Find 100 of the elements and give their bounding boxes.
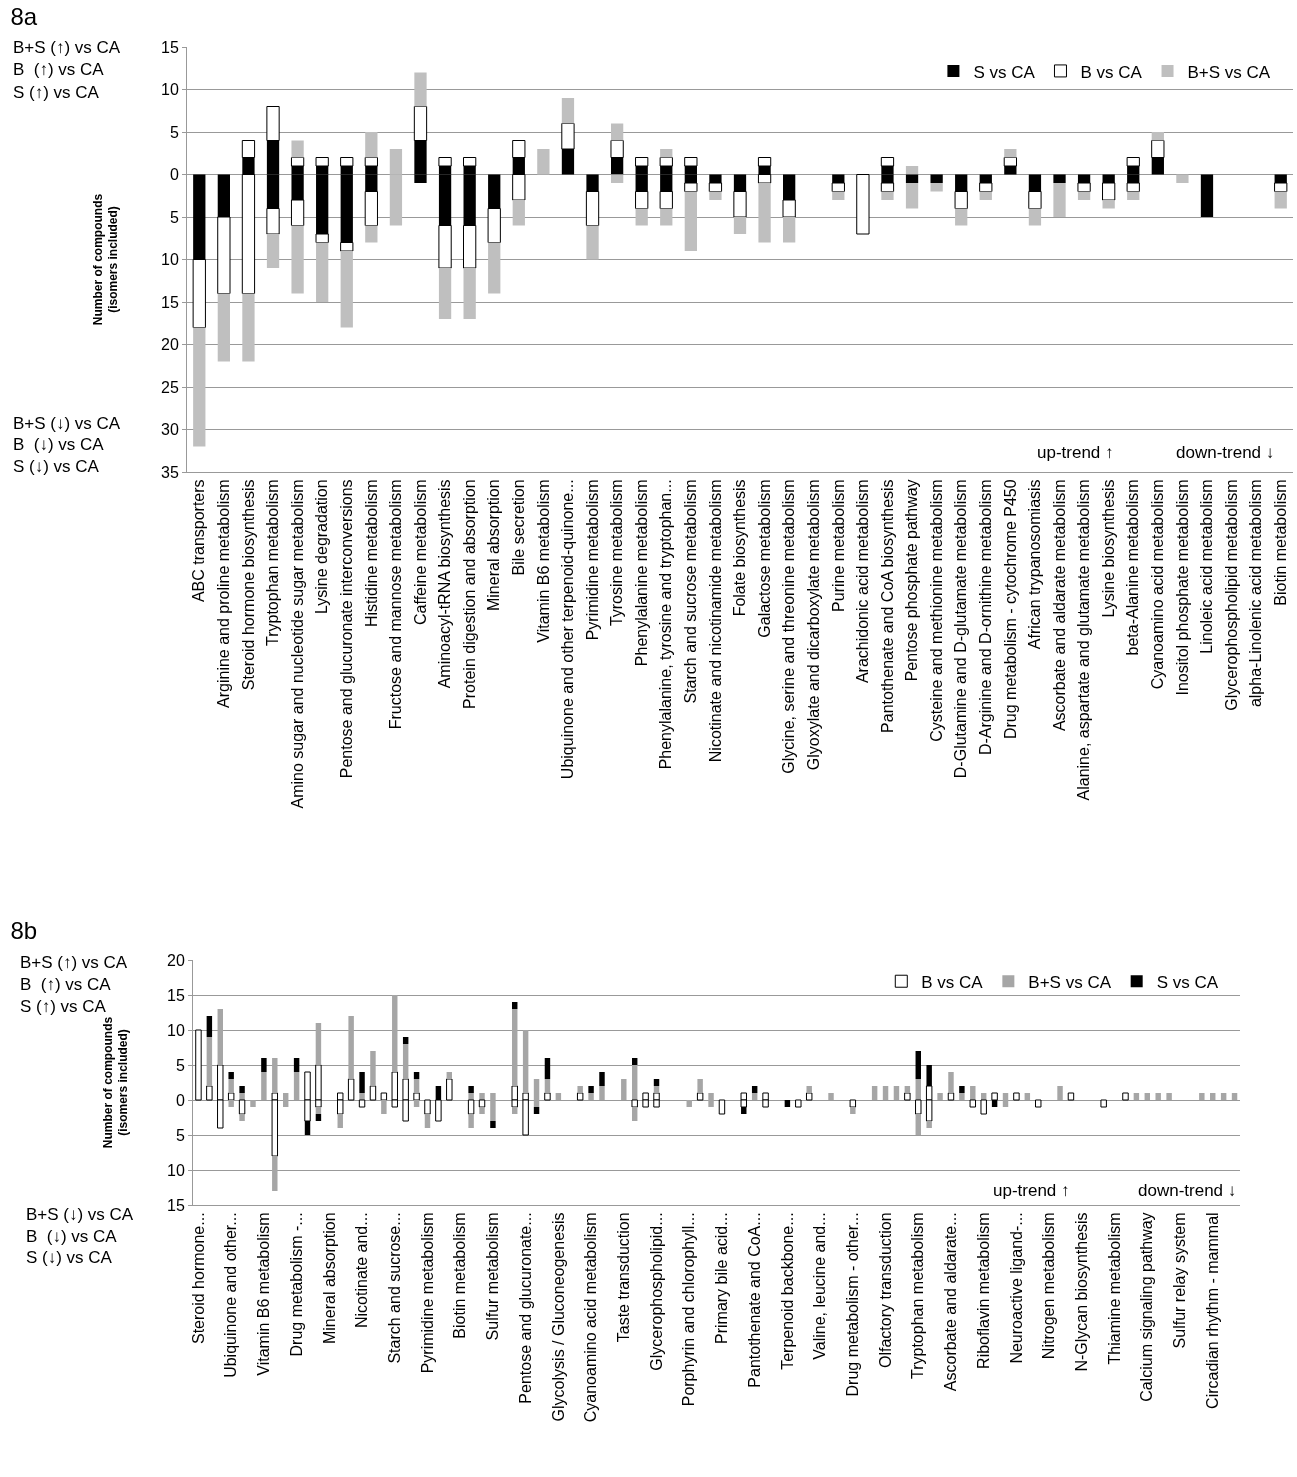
x-tick-label: D-Glutamine and D-glutamate metabolism	[952, 479, 970, 779]
x-tick-label: Pentose and glucuronate interconversions	[337, 479, 355, 779]
bar	[348, 1016, 354, 1079]
bar	[576, 1092, 584, 1101]
x-tick-label: Drug metabolism -...	[287, 1212, 305, 1357]
bar	[969, 1099, 977, 1108]
x-tick-label: Neuroactive ligand-...	[1007, 1212, 1025, 1364]
bar	[635, 208, 648, 226]
bar	[522, 1030, 529, 1093]
bar	[588, 1093, 594, 1100]
bar	[1122, 1092, 1129, 1101]
bar	[266, 234, 280, 268]
x-tick-label: Sulfur relay system	[1171, 1212, 1189, 1349]
bar	[380, 1092, 388, 1101]
bar	[948, 1072, 954, 1093]
bar	[315, 1107, 322, 1114]
bar	[904, 1086, 911, 1093]
bar	[1199, 1093, 1205, 1100]
bar	[751, 1086, 758, 1093]
bar	[228, 1072, 234, 1079]
bar	[980, 1099, 987, 1115]
y-tick-label: 10	[167, 1161, 185, 1179]
text: S (↓) vs CA	[13, 457, 100, 476]
bar	[316, 242, 329, 302]
bar	[358, 1099, 366, 1108]
bar	[588, 1086, 594, 1093]
x-tick-label: Alanine, aspartate and glutamate metabolism	[1075, 479, 1093, 801]
x-tick-label: Ascorbate and aldarate metabolism	[1050, 479, 1068, 732]
x-tick-label: Taste transduction	[615, 1212, 632, 1343]
y-tick-label: 15	[161, 293, 179, 311]
x-tick-label: Steroid hormone...	[189, 1212, 207, 1345]
x-tick-label: Primary bile acid...	[713, 1212, 731, 1344]
y-tick-label: 10	[167, 1021, 185, 1039]
bar	[369, 1085, 377, 1101]
bar	[784, 1100, 791, 1107]
bar	[805, 1092, 813, 1101]
bar	[261, 1072, 267, 1100]
bar	[347, 1078, 355, 1101]
bar	[959, 1086, 965, 1093]
bar	[947, 1092, 955, 1101]
bar	[512, 1009, 518, 1086]
bar	[392, 995, 398, 1072]
bar	[424, 1099, 431, 1115]
bar	[488, 242, 501, 294]
x-tick-label: Vitamin B6 metabolism	[534, 479, 552, 643]
x-tick-label: African trypanosomiasis	[1026, 479, 1044, 650]
y-tick-label: 15	[161, 38, 179, 56]
y-tick-label: 25	[161, 378, 179, 396]
text: B+S (↑) vs CA	[13, 38, 121, 57]
bar	[1133, 1093, 1140, 1100]
bar	[242, 293, 255, 362]
bar	[1102, 200, 1115, 209]
x-tick-label: D-Arginine and D-ornithine metabolism	[976, 479, 994, 756]
bar	[272, 1156, 278, 1191]
x-tick-label: Lysine degradation	[313, 479, 331, 615]
y-tick-label: 0	[169, 166, 179, 184]
y-tick-label: 5	[169, 208, 179, 226]
x-tick-label: Tryptophan metabolism	[909, 1212, 927, 1379]
bar	[881, 191, 894, 200]
bar	[610, 174, 624, 183]
bar	[795, 1099, 802, 1108]
bar	[413, 1100, 420, 1107]
x-tick-label: Biotin metabolism	[1271, 479, 1289, 606]
bar	[718, 1099, 726, 1115]
bar	[193, 327, 206, 447]
bar	[905, 166, 919, 175]
legend-label: B vs CA	[1080, 62, 1143, 82]
bar	[631, 1107, 638, 1121]
y-tick-label: 30	[161, 421, 179, 439]
x-tick-label: Starch and sucrose metabolism	[682, 479, 700, 704]
bar	[479, 1093, 485, 1100]
x-tick-label: Porphyrin and chlorophyll...	[680, 1212, 698, 1407]
x-tick-label: Pyrimidine metabolism	[583, 479, 601, 641]
x-tick-label: Purine metabolism	[829, 479, 847, 612]
annotation: up-trend ↑	[1037, 443, 1114, 462]
bar	[381, 1100, 387, 1114]
bar	[315, 1114, 322, 1121]
bar	[561, 98, 575, 124]
x-tick-label: Ascorbate and aldarate...	[942, 1212, 960, 1392]
bar	[261, 1058, 267, 1072]
text: S (↓) vs CA	[26, 1248, 113, 1267]
x-tick-label: Pentose phosphate pathway	[903, 479, 921, 682]
bar	[544, 1079, 551, 1093]
bar	[490, 1121, 496, 1128]
x-tick-label: Caffeine metabolism	[411, 479, 429, 625]
bar	[537, 149, 550, 175]
x-tick-label: Bile secretion	[510, 479, 527, 576]
y-tick-label: 15	[167, 1196, 185, 1214]
bar	[291, 225, 304, 294]
x-tick-label: Tyrosine metabolism	[608, 479, 626, 627]
bar	[1053, 183, 1066, 217]
x-tick-label: Calcium signaling pathway	[1138, 1212, 1156, 1402]
x-tick-label: Valine, leucine and...	[811, 1212, 829, 1360]
bar	[544, 1092, 551, 1101]
x-tick-label: Pyrimidine metabolism	[418, 1212, 436, 1374]
bar	[930, 174, 943, 183]
x-tick-label: Pantothenate and CoA...	[745, 1212, 763, 1388]
legend-label: S vs CA	[973, 62, 1036, 82]
bar	[1155, 1093, 1161, 1100]
bar	[733, 217, 747, 234]
